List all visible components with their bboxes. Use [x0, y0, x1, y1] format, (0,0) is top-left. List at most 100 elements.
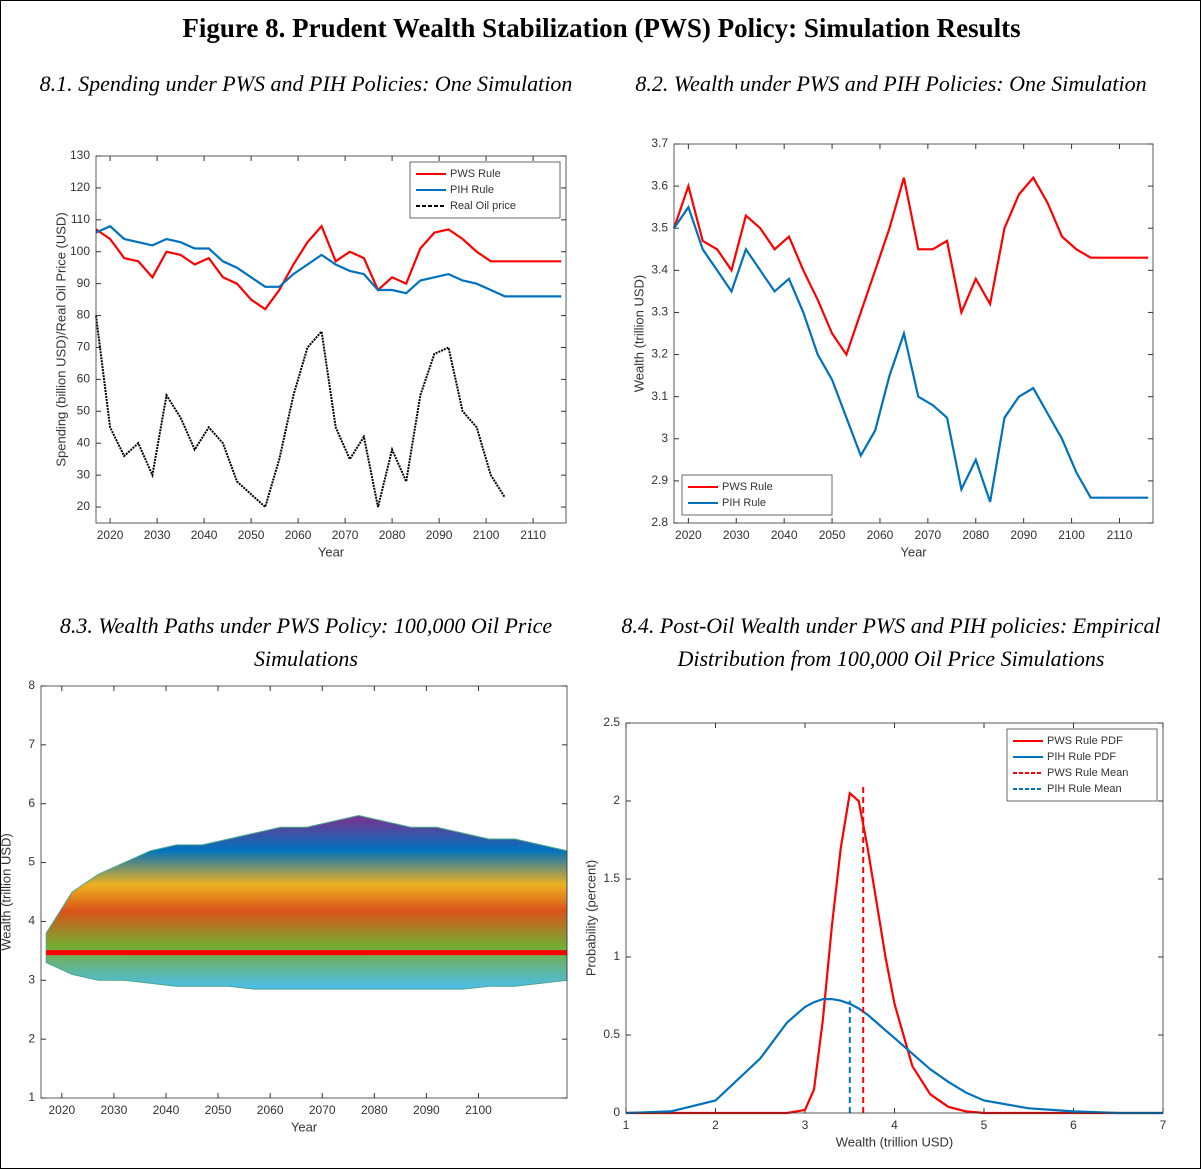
x-tick-label: 2090 [426, 528, 453, 542]
x-tick-label: 2040 [771, 528, 798, 542]
x-tick-label: 2070 [309, 1103, 336, 1117]
y-tick-label: 3.3 [651, 305, 668, 319]
panel-caption: 8.3. Wealth Paths under PWS Policy: 100,… [59, 613, 553, 671]
y-tick-label: 3.1 [651, 389, 668, 403]
series-line [95, 315, 506, 509]
x-tick-label: 2 [712, 1118, 719, 1132]
y-tick-label: 3.6 [651, 178, 668, 192]
series-line [95, 224, 562, 298]
x-tick-label: 2030 [723, 528, 750, 542]
x-tick-label: 2070 [332, 528, 359, 542]
series-line [95, 224, 562, 311]
y-tick-label: 3 [661, 431, 668, 445]
y-tick-label: 1 [613, 949, 620, 963]
y-tick-label: 1.5 [603, 871, 620, 885]
y-tick-label: 3.7 [651, 136, 668, 150]
y-axis-label: Wealth (trillion USD) [631, 275, 646, 393]
legend-label: PWS Rule [450, 168, 501, 180]
y-tick-label: 50 [77, 403, 91, 417]
y-tick-label: 3 [28, 972, 35, 986]
y-tick-label: 4 [28, 914, 35, 928]
x-tick-label: 2110 [520, 528, 546, 542]
panel-caption: 8.2. Wealth under PWS and PIH Policies: … [635, 71, 1147, 96]
y-axis-label: Spending (billion USD)/Real Oil Price (U… [53, 212, 68, 466]
y-tick-label: 1 [28, 1090, 35, 1104]
y-tick-label: 8 [28, 678, 35, 692]
x-tick-label: 2030 [101, 1103, 128, 1117]
y-tick-label: 100 [70, 244, 90, 258]
x-tick-label: 2050 [819, 528, 846, 542]
x-axis-label: Year [900, 544, 927, 559]
y-tick-label: 40 [77, 435, 91, 449]
y-tick-label: 130 [70, 148, 90, 162]
y-tick-label: 80 [77, 308, 91, 322]
x-axis-label: Year [291, 1119, 318, 1134]
y-tick-label: 6 [28, 796, 35, 810]
legend-label: PIH Rule [722, 497, 766, 509]
x-tick-label: 2070 [915, 528, 942, 542]
y-tick-label: 2.8 [651, 515, 668, 529]
x-tick-label: 7 [1160, 1118, 1167, 1132]
y-tick-label: 90 [77, 276, 91, 290]
x-tick-label: 2090 [413, 1103, 440, 1117]
y-axis-label: Probability (percent) [583, 860, 598, 976]
legend-label: PWS Rule PDF [1047, 735, 1123, 747]
x-tick-label: 2050 [205, 1103, 232, 1117]
x-tick-label: 2060 [257, 1103, 284, 1117]
legend-box [681, 474, 833, 516]
series-line [673, 204, 1149, 503]
plot-area [674, 144, 1153, 523]
y-tick-label: 2.5 [603, 715, 620, 729]
x-tick-label: 2060 [285, 528, 312, 542]
plot-frame [95, 155, 567, 524]
x-tick-label: 2080 [962, 528, 989, 542]
legend-label: PIH Rule Mean [1047, 783, 1122, 795]
x-tick-label: 2050 [238, 528, 265, 542]
y-tick-label: 0 [613, 1105, 620, 1119]
x-tick-label: 5 [981, 1118, 988, 1132]
y-tick-label: 2 [613, 793, 620, 807]
x-tick-label: 2020 [97, 528, 124, 542]
y-tick-label: 7 [28, 737, 35, 751]
y-tick-label: 120 [70, 180, 90, 194]
legend-label: PWS Rule [722, 481, 773, 493]
x-tick-label: 2100 [465, 1103, 492, 1117]
plot-frame [40, 685, 568, 1099]
x-tick-label: 4 [891, 1118, 898, 1132]
plot-frame [625, 722, 1164, 1114]
x-tick-label: 2020 [48, 1103, 75, 1117]
y-tick-label: 30 [77, 467, 91, 481]
x-tick-label: 3 [802, 1118, 809, 1132]
x-tick-label: 2020 [675, 528, 702, 542]
y-tick-label: 0.5 [603, 1027, 620, 1041]
y-tick-label: 2.9 [651, 473, 668, 487]
legend-label: PIH Rule [450, 184, 494, 196]
y-tick-label: 3.4 [651, 263, 668, 277]
y-tick-label: 3.2 [651, 347, 668, 361]
series-line [625, 998, 1163, 1115]
y-tick-label: 110 [71, 212, 90, 226]
x-tick-label: 1 [623, 1118, 630, 1132]
x-tick-label: 2110 [1107, 528, 1133, 542]
y-axis-label: Wealth (trillion USD) [1, 833, 13, 951]
y-tick-label: 3.5 [651, 220, 668, 234]
y-tick-label: 70 [77, 340, 91, 354]
legend-label: PWS Rule Mean [1047, 767, 1128, 779]
series-line [672, 175, 1149, 358]
x-axis-label: Wealth (trillion USD) [836, 1134, 954, 1149]
plot-frame [673, 143, 1154, 524]
x-tick-label: 2080 [361, 1103, 388, 1117]
x-tick-label: 2040 [191, 528, 218, 542]
figure-title: Figure 8. Prudent Wealth Stabilization (… [182, 13, 1021, 43]
x-tick-label: 2040 [153, 1103, 180, 1117]
y-tick-label: 20 [77, 499, 91, 513]
x-axis-label: Year [318, 544, 345, 559]
x-tick-label: 2090 [1010, 528, 1037, 542]
y-tick-label: 5 [28, 855, 35, 869]
panel-caption: 8.1. Spending under PWS and PIH Policies… [39, 71, 573, 96]
x-tick-label: 2100 [1058, 528, 1085, 542]
y-tick-label: 60 [77, 372, 91, 386]
legend-label: Real Oil price [450, 200, 516, 212]
